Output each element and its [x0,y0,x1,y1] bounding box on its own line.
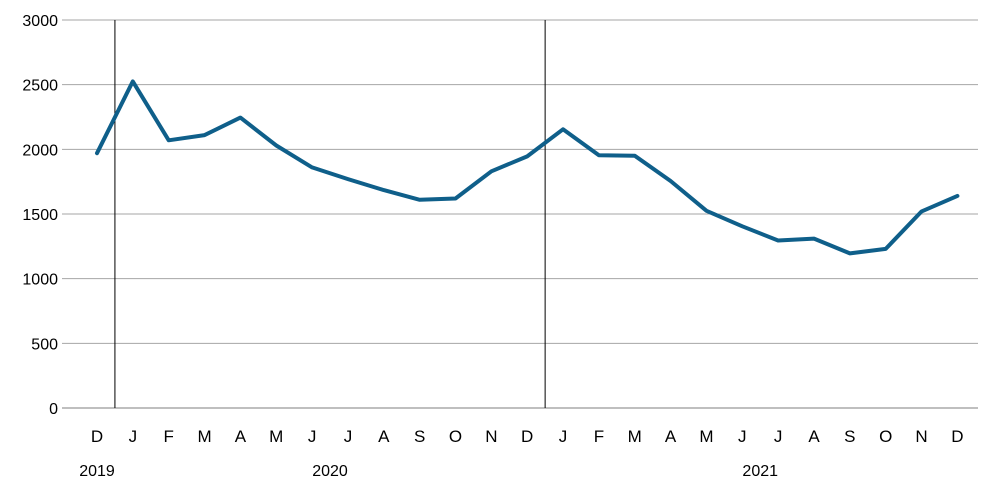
y-tick-label: 0 [49,401,58,418]
x-tick-label: M [628,427,642,446]
x-tick-label: M [269,427,283,446]
x-tick-label: J [774,427,783,446]
x-tick-label: A [665,427,677,446]
gridlines [62,19,978,409]
x-tick-label: A [378,427,390,446]
y-tick-label: 3000 [22,13,58,30]
year-separators [114,20,546,408]
x-tick-label: J [129,427,138,446]
x-tick-label: M [197,427,211,446]
x-tick-label: F [164,427,174,446]
x-tick-label: O [449,427,462,446]
y-tick-label: 2000 [22,142,58,159]
x-tick-label: J [559,427,568,446]
year-labels: 2019 2020 2021 [79,463,778,480]
series-layer [95,79,960,256]
x-tick-label: O [879,427,892,446]
y-tick-label: 1500 [22,207,58,224]
y-tick-label: 2500 [22,78,58,95]
x-tick-label: A [235,427,247,446]
x-tick-label: S [844,427,855,446]
x-tick-label: N [485,427,497,446]
x-tick-label: M [699,427,713,446]
x-tick-label: A [808,427,820,446]
year-label: 2021 [742,463,778,480]
y-axis-ticks: 0 500 1000 1500 2000 2500 3000 [22,13,58,418]
x-tick-label: S [414,427,425,446]
year-label: 2020 [312,463,348,480]
x-tick-label: D [521,427,533,446]
x-tick-label: D [91,427,103,446]
x-tick-label: F [594,427,604,446]
x-tick-label: J [308,427,317,446]
y-tick-label: 1000 [22,272,58,289]
x-tick-label: J [738,427,747,446]
x-tick-label: J [344,427,353,446]
x-tick-label: D [951,427,963,446]
series-line [95,79,960,256]
y-tick-label: 500 [31,336,58,353]
x-tick-label: N [915,427,927,446]
year-label: 2019 [79,463,115,480]
